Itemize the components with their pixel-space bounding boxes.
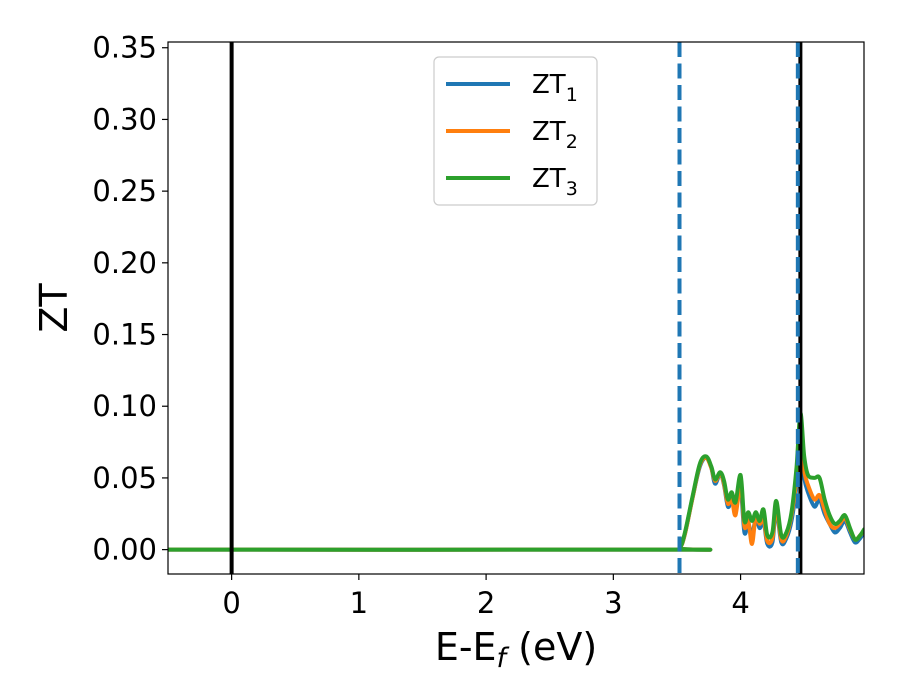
legend-box [433, 56, 598, 206]
y-tick-label: 0.25 [92, 174, 157, 208]
series-line-2 [168, 434, 864, 552]
plot-frame [167, 41, 865, 575]
legend-label-3: ZT3 [532, 164, 578, 200]
y-tick-label: 0.30 [92, 102, 157, 136]
series-layer [168, 411, 864, 552]
y-axis-title: ZT [32, 283, 76, 333]
legend-label-2: ZT2 [532, 117, 578, 153]
x-tick-label: 2 [477, 586, 495, 620]
y-tick-label: 0.35 [92, 31, 157, 65]
y-tick-label: 0.20 [92, 246, 157, 280]
y-tick-label: 0.05 [92, 461, 157, 495]
x-axis-ticks: 0 1 2 3 4 [222, 574, 750, 620]
y-tick-label: 0.10 [92, 389, 157, 423]
legend-label-1: ZT1 [532, 70, 578, 106]
y-tick-label: 0.00 [92, 533, 157, 567]
x-tick-label: 1 [350, 586, 368, 620]
x-axis-title-main: E-E [435, 625, 497, 669]
reference-lines [229, 42, 803, 574]
x-tick-label: 0 [222, 586, 240, 620]
x-tick-label: 3 [604, 586, 622, 620]
y-tick-label: 0.15 [92, 318, 157, 352]
x-axis-title-unit: (eV) [506, 625, 597, 669]
x-tick-label: 4 [731, 586, 749, 620]
legend: ZT1 ZT2 ZT3 [433, 56, 598, 206]
y-axis-ticks: 0.00 0.05 0.10 0.15 0.20 0.25 0.30 0.35 [92, 31, 168, 567]
series-line-1 [168, 442, 864, 552]
series-line-3 [168, 411, 864, 552]
x-axis-title: E-Ef (eV) [435, 625, 597, 674]
